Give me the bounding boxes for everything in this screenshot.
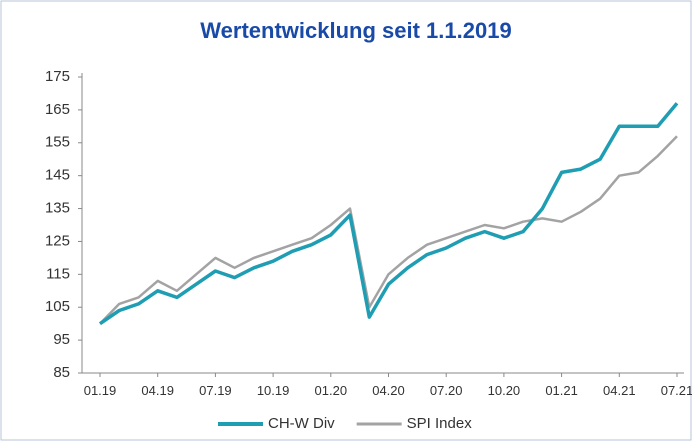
y-tick-label: 125 xyxy=(45,232,70,249)
y-tick-label: 175 xyxy=(45,68,70,85)
y-tick-label: 105 xyxy=(45,298,70,315)
y-tick-label: 115 xyxy=(46,265,70,282)
y-tick-label: 85 xyxy=(53,364,70,381)
y-tick-label: 155 xyxy=(45,134,70,151)
legend-label: SPI Index xyxy=(407,415,473,432)
x-tick-label: 07.19 xyxy=(199,383,232,398)
line-series xyxy=(99,102,679,326)
x-tick-label: 04.20 xyxy=(372,383,405,398)
x-tick-label: 01.19 xyxy=(84,383,117,398)
y-tick-label: 165 xyxy=(45,101,70,118)
y-tick-label: 145 xyxy=(45,167,70,184)
x-tick-label: 07.20 xyxy=(430,383,463,398)
x-tick-label: 01.20 xyxy=(315,383,348,398)
x-tick-label: 04.21 xyxy=(603,383,636,398)
x-tick-label: 10.20 xyxy=(488,383,521,398)
x-tick-label: 01.21 xyxy=(545,383,578,398)
x-tick-label: 10.19 xyxy=(257,383,290,398)
x-tick-label: 04.19 xyxy=(141,383,174,398)
y-tick-label: 135 xyxy=(45,200,70,217)
legend-label: CH-W Div xyxy=(268,415,335,432)
chart-title: Wertentwicklung seit 1.1.2019 xyxy=(200,18,511,43)
y-tick-label: 95 xyxy=(53,331,70,348)
line-series xyxy=(99,135,678,325)
x-tick-label: 07.21 xyxy=(661,383,692,398)
